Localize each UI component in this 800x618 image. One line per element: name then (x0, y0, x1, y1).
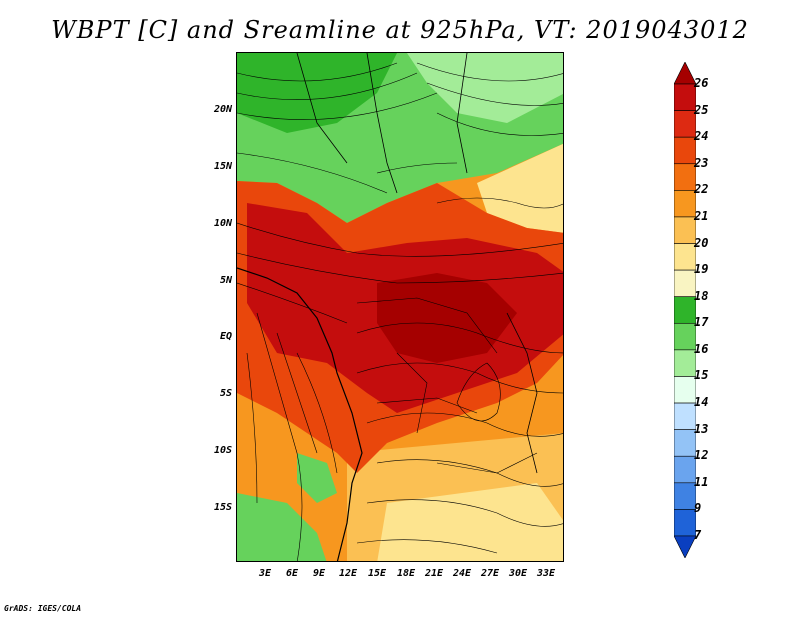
field-sw-green-patch (297, 453, 337, 503)
colorbar-label: 12 (694, 448, 709, 463)
streamlines (237, 62, 563, 561)
country-borders (296, 53, 538, 474)
colorbar-label: 24 (694, 129, 709, 144)
colorbar (674, 62, 696, 558)
colorbar-segment (674, 509, 696, 537)
field-maxima (377, 273, 517, 363)
colorbar-label: 20 (694, 235, 709, 250)
lon-label: 9E (312, 568, 326, 579)
lon-label: 24E (452, 568, 472, 579)
colorbar-label: 17 (694, 315, 709, 330)
colorbar-label: 23 (694, 155, 709, 170)
colorbar-label: 11 (694, 474, 709, 489)
colorbar-label: 26 (694, 76, 709, 90)
lon-label: 18E (396, 568, 416, 579)
colorbar-label: 21 (694, 208, 709, 223)
coastline-west (237, 267, 363, 561)
lon-label: 27E (480, 568, 500, 579)
lon-label: 21E (424, 568, 444, 579)
colorbar-segment (674, 349, 696, 377)
lat-label: 10N (213, 218, 232, 229)
colorbar-segment (674, 216, 696, 244)
colorbar-segment (674, 136, 696, 165)
colorbar-label: 18 (694, 288, 709, 303)
lat-label: EQ (219, 331, 232, 342)
colorbar-segment (674, 322, 696, 351)
footer-credit: GrADS: IGES/COLA (4, 604, 82, 613)
lat-label: 20N (213, 104, 232, 115)
colorbar-label: 13 (694, 421, 709, 436)
colorbar-label: 25 (694, 102, 709, 117)
colorbar-label: 9 (694, 501, 702, 516)
lon-label: 3E (258, 568, 272, 579)
colorbar-label: 15 (694, 368, 709, 383)
lon-label: 30E (508, 568, 528, 579)
colorbar-segment (674, 110, 696, 138)
colorbar-segment (674, 402, 696, 430)
lat-label: 10S (213, 445, 232, 456)
colorbar-segment (674, 376, 696, 404)
colorbar-cap-bottom (674, 535, 696, 558)
field-north-darkgreen (237, 53, 397, 133)
colorbar-label: 22 (694, 182, 709, 197)
colorbar-cap-top (674, 62, 696, 85)
lon-label: 15E (367, 568, 387, 579)
country-borders-inner (356, 297, 538, 474)
lat-label: 5S (219, 388, 232, 399)
lat-label: 5N (219, 275, 232, 286)
colorbar-segment (674, 429, 696, 457)
lon-label: 6E (285, 568, 299, 579)
lat-label: 15N (213, 161, 232, 172)
lon-label: 33E (536, 568, 556, 579)
colorbar-segment (674, 163, 696, 191)
colorbar-segment (674, 455, 696, 484)
colorbar-label: 7 (694, 528, 702, 542)
colorbar-segment (674, 83, 696, 111)
colorbar-label: 19 (694, 262, 709, 277)
colorbar-segment (674, 296, 696, 324)
field-sw-green (237, 493, 327, 561)
field-ne-yellow (477, 143, 563, 233)
colorbar-segment (674, 269, 696, 298)
colorbar-segment (674, 482, 696, 510)
colorbar-label: 14 (694, 395, 709, 410)
lon-label: 12E (338, 568, 358, 579)
field-south-lightyellow (377, 483, 563, 561)
lat-label: 15S (213, 502, 232, 513)
map-title: WBPT [C] and Sreamline at 925hPa, VT: 20… (51, 16, 749, 44)
colorbar-label: 16 (694, 341, 709, 356)
colorbar-segment (674, 243, 696, 271)
colorbar-segment (674, 190, 696, 218)
temperature-field (237, 53, 563, 561)
map-panel (236, 52, 564, 562)
